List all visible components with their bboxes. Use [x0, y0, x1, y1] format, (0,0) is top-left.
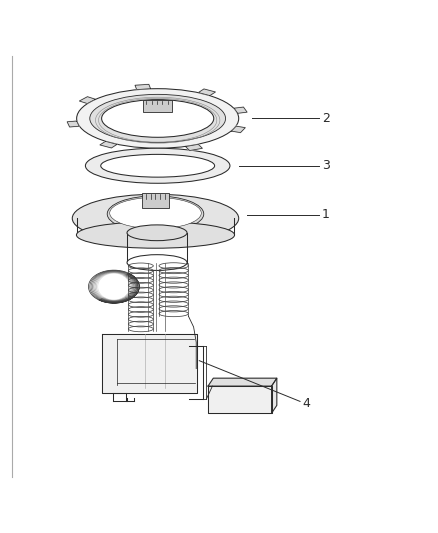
Ellipse shape [85, 148, 230, 183]
Polygon shape [186, 144, 202, 150]
Polygon shape [208, 378, 277, 386]
Polygon shape [67, 121, 79, 127]
Text: 3: 3 [322, 159, 330, 172]
Ellipse shape [127, 225, 187, 241]
Ellipse shape [107, 196, 204, 232]
Polygon shape [231, 126, 245, 133]
Text: 4: 4 [302, 397, 310, 410]
Polygon shape [79, 96, 95, 103]
Polygon shape [208, 386, 272, 413]
Polygon shape [102, 334, 197, 393]
Ellipse shape [102, 100, 214, 138]
Ellipse shape [76, 222, 234, 248]
FancyBboxPatch shape [142, 193, 169, 207]
Ellipse shape [110, 197, 201, 229]
Polygon shape [135, 84, 151, 90]
Text: 2: 2 [322, 112, 330, 125]
Ellipse shape [77, 88, 239, 148]
Text: 1: 1 [322, 208, 330, 221]
Polygon shape [234, 107, 247, 114]
Ellipse shape [90, 94, 226, 142]
Polygon shape [272, 378, 277, 413]
Polygon shape [198, 89, 215, 95]
Ellipse shape [72, 194, 239, 243]
Polygon shape [100, 141, 117, 148]
Ellipse shape [127, 255, 187, 270]
FancyBboxPatch shape [143, 100, 172, 112]
Ellipse shape [101, 155, 215, 177]
